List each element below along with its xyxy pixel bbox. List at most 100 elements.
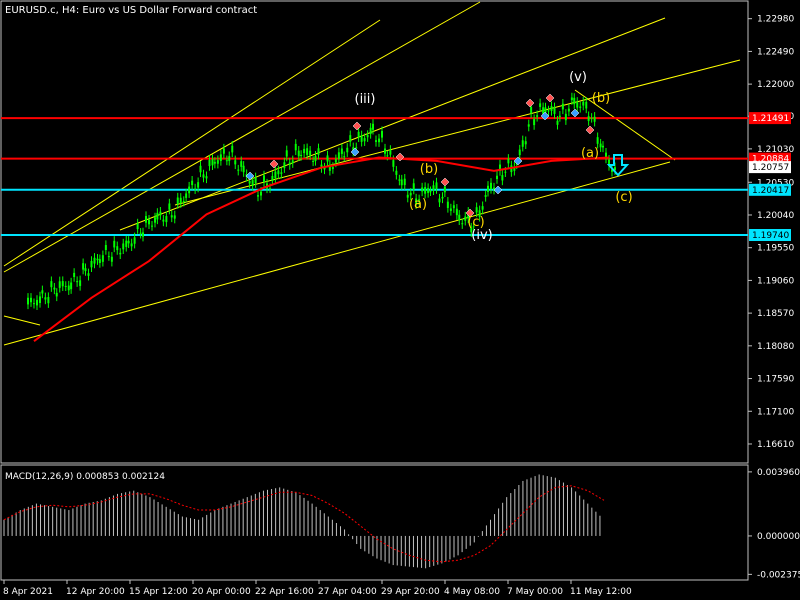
price-marker-box <box>749 183 791 196</box>
candle-body <box>389 149 392 155</box>
candle-body <box>285 150 288 157</box>
candle-body <box>162 219 165 222</box>
candle-body <box>346 147 349 153</box>
down-arrow-shape <box>606 154 630 177</box>
price-tick-label: 1.19060 <box>757 276 794 286</box>
candle-body <box>340 148 343 154</box>
candle-body <box>570 97 573 101</box>
candle-body <box>441 196 444 199</box>
candle-body <box>496 175 498 180</box>
candle-body <box>254 177 257 184</box>
candle-body <box>303 148 306 154</box>
candle-body <box>611 169 613 172</box>
candle-body <box>47 297 50 304</box>
candle-body <box>39 296 41 303</box>
signal-icons <box>245 93 595 218</box>
candle-body <box>536 115 539 117</box>
candle-body <box>363 138 366 142</box>
candle-body <box>378 138 380 143</box>
candle-body <box>499 164 501 172</box>
candle-body <box>392 160 395 167</box>
candle-body <box>521 140 524 147</box>
candle-body <box>211 159 214 166</box>
candle-body <box>263 175 265 183</box>
macd-label: MACD(12,26,9) 0.000853 0.002124 <box>5 472 165 482</box>
candle-body <box>213 161 216 164</box>
candle-body <box>30 297 32 303</box>
candle-body <box>334 159 337 163</box>
trendline <box>3 19 381 267</box>
diamond-icon <box>465 208 475 218</box>
candle-body <box>222 148 225 154</box>
macd-tick-label: -0.002375 <box>757 570 800 580</box>
candle-body <box>614 167 616 171</box>
candle-body <box>179 197 182 204</box>
wave-labels: (iii)(v)(b)(a)(b)(a)(c)(iv)(c) <box>355 70 633 243</box>
candle-body <box>533 119 536 126</box>
candle-body <box>251 179 254 187</box>
time-tick-label: 27 Apr 04:00 <box>318 587 377 597</box>
candle-body <box>93 257 96 264</box>
diamond-icon <box>245 171 255 181</box>
candle-body <box>41 290 44 294</box>
candle-body <box>323 167 326 170</box>
candle-body <box>33 303 35 305</box>
candle-body <box>277 170 280 175</box>
candle-body <box>398 179 401 181</box>
wave-label: (iii) <box>355 92 376 107</box>
trendline <box>119 17 666 231</box>
candle-body <box>547 110 550 112</box>
candle-body <box>300 154 303 156</box>
diamond-icon <box>540 111 550 121</box>
candle-body <box>429 191 432 193</box>
time-tick-label: 12 Apr 20:00 <box>66 587 125 597</box>
candle-body <box>82 263 85 270</box>
candle-body <box>119 252 122 255</box>
price-marker-label: 1.20417 <box>752 186 789 196</box>
candle-body <box>542 107 545 114</box>
candle-body <box>432 185 435 191</box>
candle-body <box>501 175 504 181</box>
candle-body <box>248 180 251 184</box>
candle-body <box>443 186 446 193</box>
trendline <box>3 161 671 346</box>
time-tick-label: 20 Apr 00:00 <box>192 587 251 597</box>
price-tick-label: 1.18570 <box>757 309 794 319</box>
candle-body <box>36 299 38 306</box>
wave-label: (v) <box>569 70 587 85</box>
price-tick-label: 1.20040 <box>757 211 794 221</box>
main-panel-frame <box>0 0 749 464</box>
price-marker-label: 1.19740 <box>752 231 789 241</box>
price-marker-label: 1.21491 <box>752 114 789 124</box>
diamond-icon <box>395 152 405 162</box>
candle-body <box>366 134 369 138</box>
candle-body <box>518 149 521 156</box>
candle-body <box>98 259 101 264</box>
candle-body <box>294 143 297 151</box>
candle-body <box>113 240 116 248</box>
macd-tick-label: 0.000000 <box>757 532 800 542</box>
time-tick-label: 11 May 12:00 <box>570 587 632 597</box>
candle-body <box>185 193 188 198</box>
candle-body <box>386 155 389 157</box>
candle-body <box>176 197 179 205</box>
candle-body <box>558 115 561 117</box>
trendlines[interactable] <box>3 1 741 346</box>
candle-body <box>418 199 421 201</box>
price-tick-label: 1.20530 <box>757 178 794 188</box>
candle-body <box>524 141 527 145</box>
candle-body <box>573 97 576 105</box>
candle-body <box>127 240 130 244</box>
candle-body <box>484 195 487 197</box>
candle-body <box>490 182 492 189</box>
candle-body <box>337 152 340 159</box>
trendline <box>174 59 741 206</box>
diamond-icon <box>525 98 535 108</box>
candle-body <box>421 187 424 192</box>
candle-body <box>44 297 47 300</box>
symbol-title: EURUSD.c, H4: Euro vs US Dollar Forward … <box>5 5 257 16</box>
candle-body <box>231 145 234 153</box>
macd-indicator: 0.003960 0.000000 -0.002375 <box>3 468 800 580</box>
candle-body <box>449 208 452 211</box>
